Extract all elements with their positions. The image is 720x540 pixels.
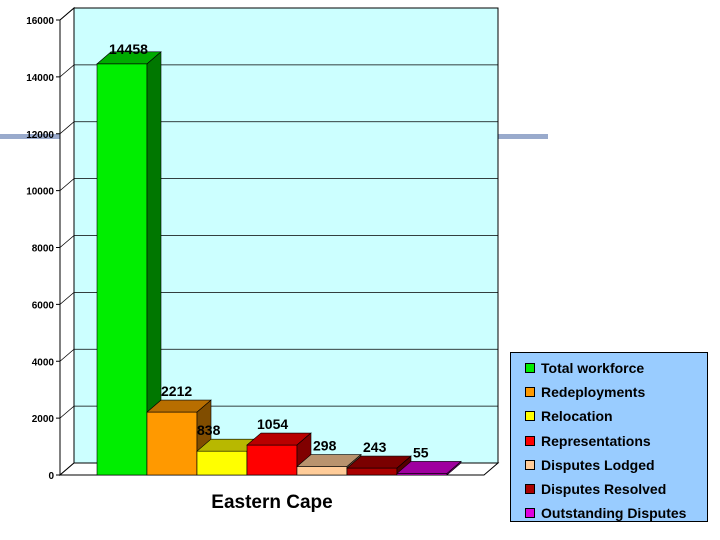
data-label: 2212: [161, 383, 192, 399]
data-labels: 14458 2212 838 1054 298 243 55: [109, 41, 429, 461]
legend-label: Outstanding Disputes: [541, 505, 687, 522]
legend-swatch: [525, 484, 535, 495]
gridline-side: [59, 348, 75, 362]
legend-label: Relocation: [541, 408, 613, 425]
y-tick-label: 6000: [32, 300, 55, 311]
y-tick-label: 4000: [32, 357, 55, 368]
legend-label: Disputes Lodged: [541, 456, 655, 473]
data-label: 14458: [109, 41, 148, 57]
y-tick-label: 2000: [32, 414, 55, 425]
bar-total-workforce: [96, 51, 162, 476]
y-tick-labels: 0 2000 4000 6000 8000 10000 12000 14000 16000: [26, 16, 54, 482]
slide-decoration-left: [0, 134, 60, 139]
legend-item: Disputes Lodged: [525, 453, 707, 477]
bars: [96, 51, 462, 476]
gridline-side: [59, 292, 75, 305]
legend-swatch: [525, 459, 535, 470]
data-label: 1054: [257, 416, 288, 432]
data-label: 243: [363, 439, 387, 455]
legend-swatch: [525, 411, 535, 422]
legend-item: Redeployments: [525, 380, 707, 404]
x-axis-label: Eastern Cape: [211, 492, 332, 513]
gridline-side: [59, 121, 75, 135]
legend-item: Representations: [525, 429, 707, 453]
legend-swatch: [525, 508, 535, 519]
legend-swatch: [525, 363, 535, 374]
legend-item: Disputes Resolved: [525, 477, 707, 501]
gridline-side: [59, 7, 75, 21]
gridline-side: [59, 235, 75, 248]
y-tick-label: 16000: [26, 16, 54, 27]
y-tick-label: 12000: [26, 130, 54, 141]
data-label: 55: [413, 444, 429, 460]
y-tick-label: 0: [48, 471, 54, 482]
legend-item: Relocation: [525, 404, 707, 428]
bar-outstanding-disputes: [396, 460, 462, 476]
data-label: 838: [197, 422, 221, 438]
y-tick-label: 8000: [32, 244, 55, 255]
legend-swatch: [525, 435, 535, 446]
gridline-side: [59, 405, 75, 419]
y-tick-label: 10000: [26, 187, 54, 198]
legend-label: Total workforce: [541, 360, 645, 377]
y-tick-label: 14000: [26, 73, 54, 84]
slide-decoration-right: [498, 134, 548, 139]
gridline-side: [59, 64, 75, 78]
legend-label: Representations: [541, 432, 651, 449]
gridline-side: [59, 178, 75, 191]
legend-item: Outstanding Disputes: [525, 501, 707, 525]
legend: Total workforce Redeployments Relocation Re…: [510, 352, 708, 522]
legend-swatch: [525, 387, 535, 398]
legend-item: Total workforce: [525, 356, 707, 380]
legend-label: Disputes Resolved: [541, 481, 667, 498]
data-label: 298: [313, 438, 337, 454]
legend-label: Redeployments: [541, 384, 646, 401]
